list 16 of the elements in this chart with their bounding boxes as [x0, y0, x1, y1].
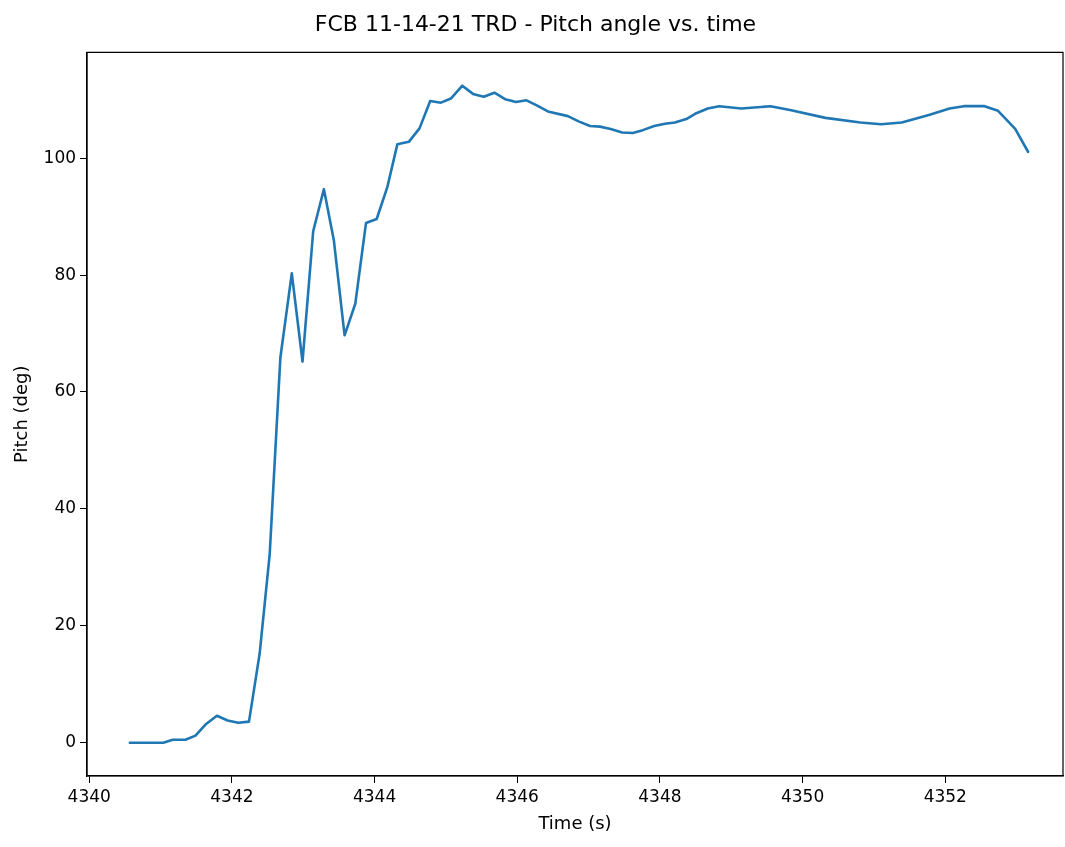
y-axis-title: Pitch (deg)	[10, 365, 32, 463]
x-axis-title: Time (s)	[537, 811, 612, 833]
x-tick-label: 4348	[638, 785, 682, 806]
y-tick-label: 40	[54, 497, 77, 518]
x-tick-label: 4346	[495, 785, 539, 806]
x-tick-label: 4340	[67, 785, 111, 806]
x-tick-label: 4344	[352, 785, 397, 806]
x-tick-label: 4350	[780, 785, 825, 806]
y-tick-label: 100	[43, 146, 77, 167]
y-tick-label: 60	[54, 380, 77, 401]
x-tick-label: 4352	[923, 785, 967, 806]
chart-title: FCB 11-14-21 TRD - Pitch angle vs. time	[314, 10, 757, 36]
y-tick-label: 80	[54, 263, 77, 284]
y-tick-label: 0	[65, 731, 77, 752]
x-tick-label: 4342	[210, 785, 254, 806]
y-tick-label: 20	[54, 614, 77, 635]
